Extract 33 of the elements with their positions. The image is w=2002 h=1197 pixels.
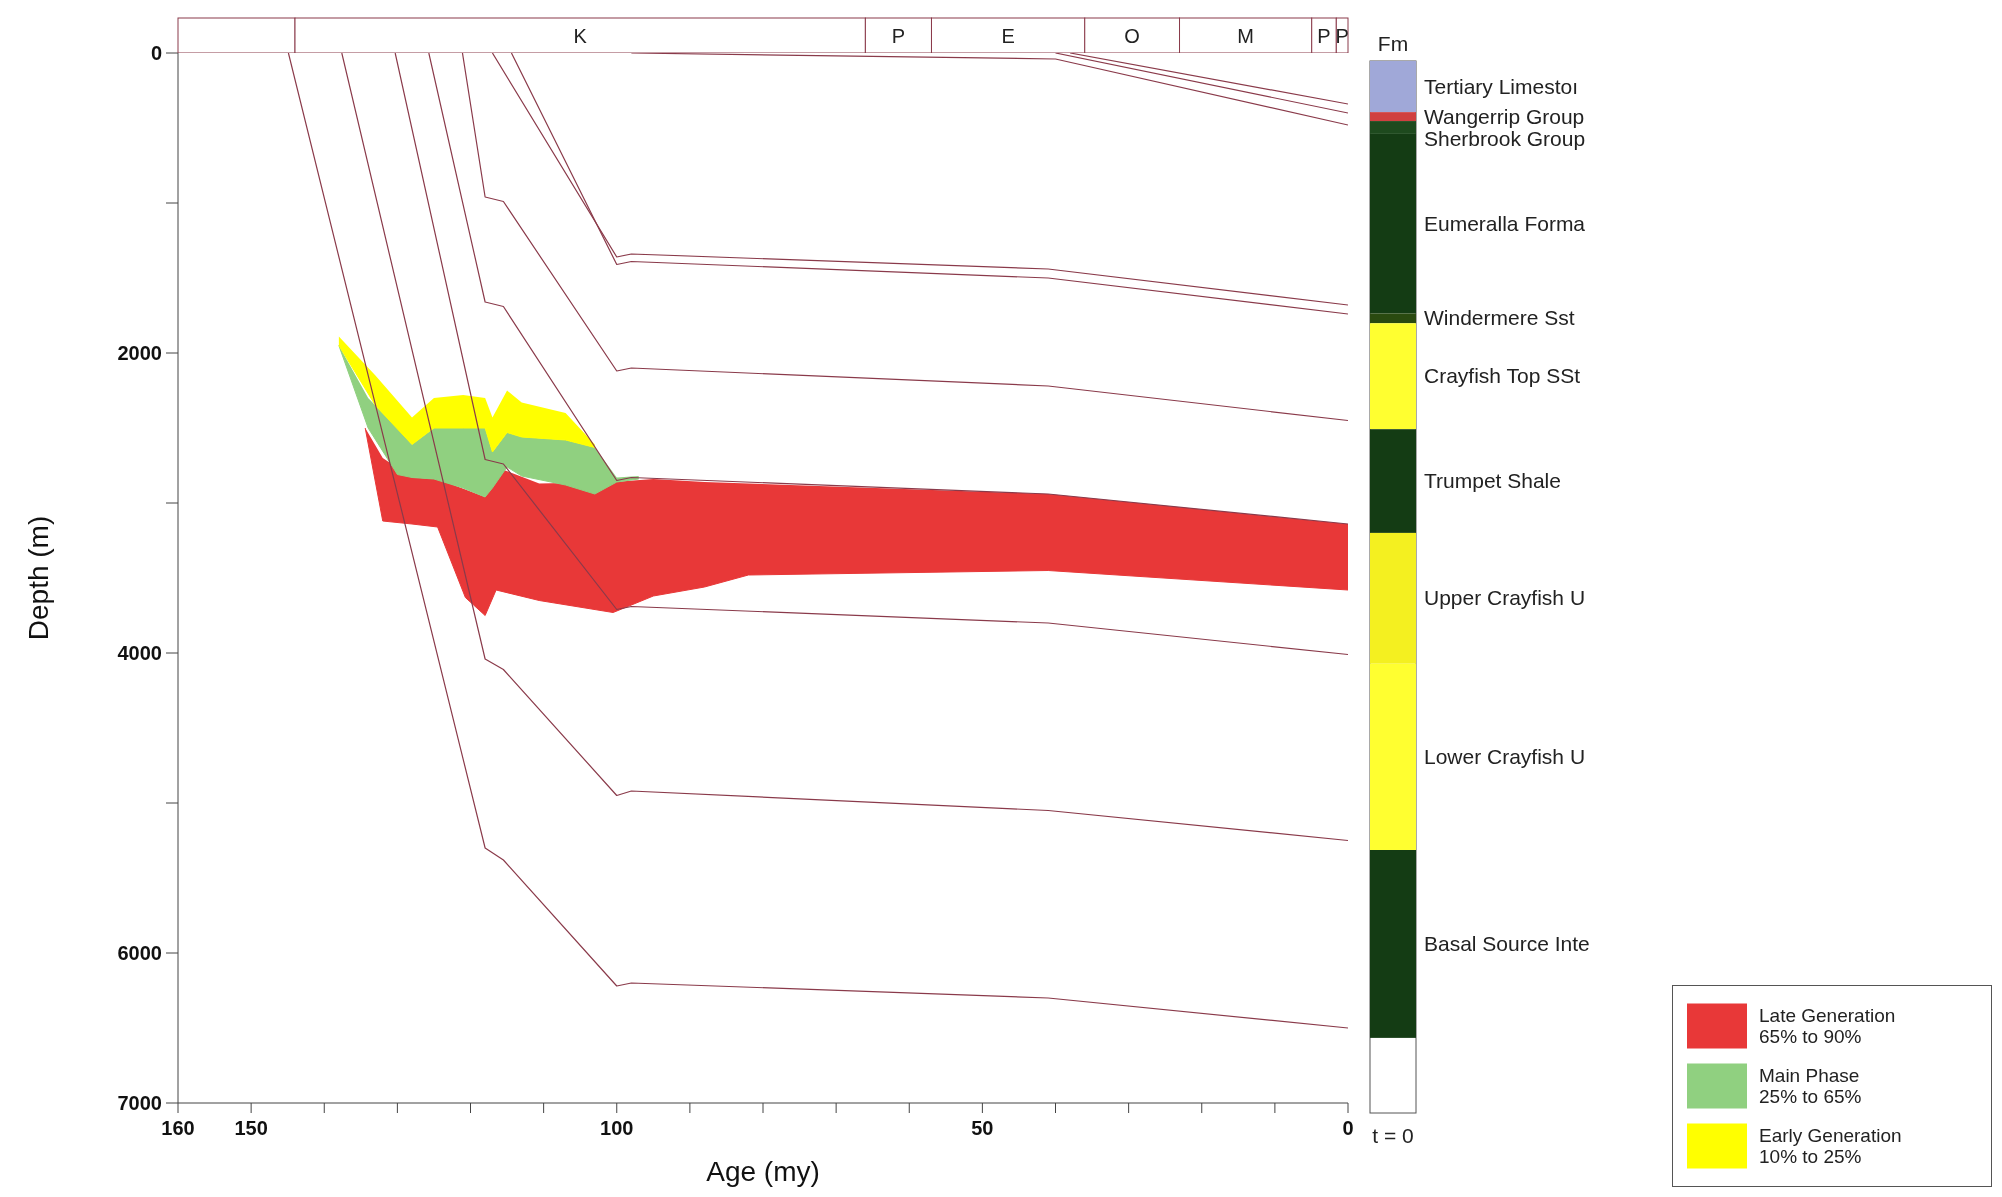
text: Basal Source Inte xyxy=(1424,931,1590,955)
text: O xyxy=(1124,25,1140,47)
text: Tertiary Limestoı xyxy=(1424,74,1579,98)
y-tick-label: 7000 xyxy=(117,1092,162,1114)
text: Fm xyxy=(1377,32,1409,55)
x-axis-title: Age (my) xyxy=(706,1156,820,1187)
x-tick-label: 100 xyxy=(600,1117,634,1139)
y-tick-label: 2000 xyxy=(117,342,162,364)
x-tick-label: 150 xyxy=(234,1117,268,1139)
text: E xyxy=(1001,25,1015,47)
text: P xyxy=(1335,25,1349,47)
text: K xyxy=(573,25,588,47)
text: Trumpet Shale xyxy=(1424,469,1561,493)
text: t = 0 xyxy=(1372,1124,1414,1147)
text: Upper Crayfish U xyxy=(1424,586,1586,610)
text: Wangerrip Group xyxy=(1424,104,1585,128)
text: Crayfish Top SSt xyxy=(1424,364,1581,388)
y-tick-label: 0 xyxy=(150,42,162,64)
text: Windermere Sst xyxy=(1424,306,1575,330)
y-axis-title: Depth (m) xyxy=(22,515,54,641)
x-tick-label: 160 xyxy=(161,1117,195,1139)
text: P xyxy=(891,25,906,47)
legend-label: Late Generation 65% to 90% xyxy=(1759,1005,1896,1047)
legend-label: Early Generation 10% to 25% xyxy=(1759,1125,1902,1167)
text: P xyxy=(1317,25,1331,47)
y-tick-label: 4000 xyxy=(117,642,162,664)
text: M xyxy=(1237,25,1254,47)
x-tick-label: 0 xyxy=(1342,1117,1354,1139)
x-tick-label: 50 xyxy=(971,1117,994,1139)
text: Eumeralla Forma xyxy=(1424,211,1586,235)
legend-label: Main Phase 25% to 65% xyxy=(1759,1065,1862,1107)
y-tick-label: 6000 xyxy=(117,942,162,964)
text: Lower Crayfish U xyxy=(1424,744,1586,768)
